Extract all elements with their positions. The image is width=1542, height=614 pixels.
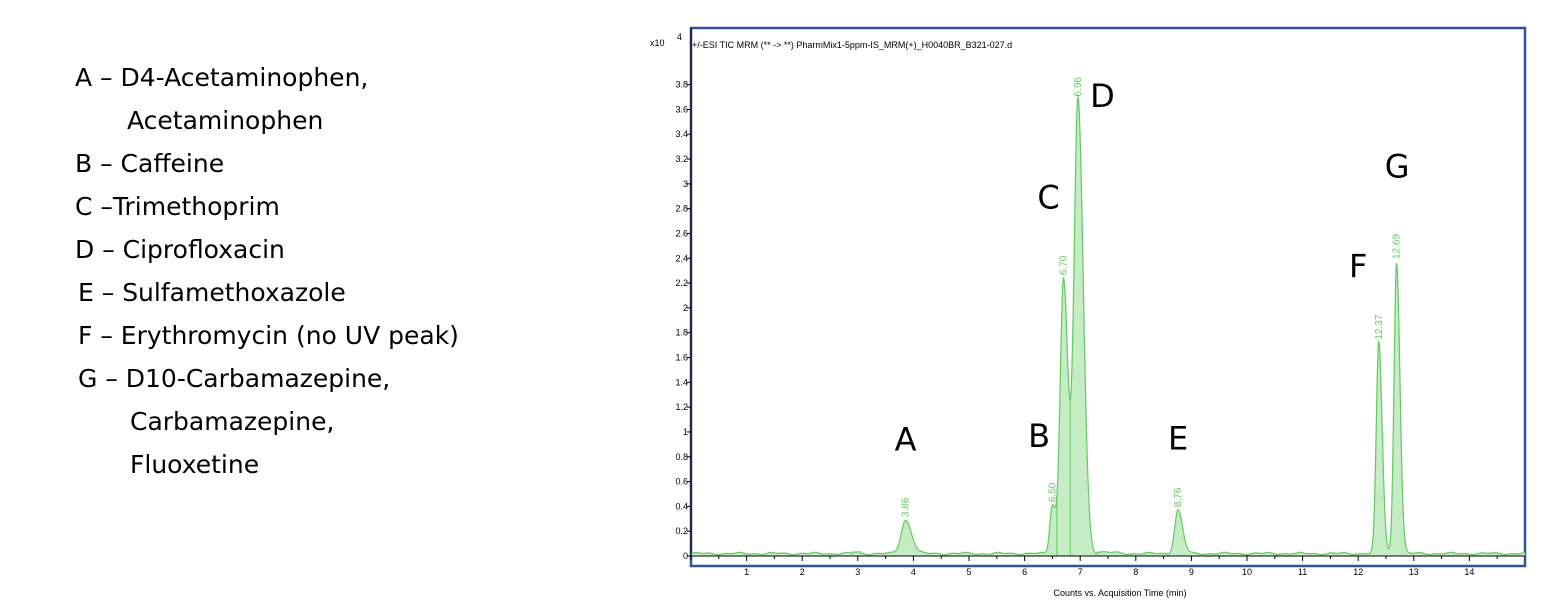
legend-item: F – Erythromycin (no UV peak): [78, 321, 459, 350]
peak-letter-e: E: [1168, 419, 1188, 457]
y-multiplier: x10: [650, 38, 665, 48]
y-tick-label: 1.8: [675, 328, 688, 338]
y-tick-label: 3.6: [675, 104, 688, 114]
y-tick-label: 2.4: [675, 253, 688, 263]
x-tick-label: 12: [1353, 567, 1363, 577]
y-tick-label: 2.6: [675, 228, 688, 238]
legend-item: G – D10-Carbamazepine,: [78, 364, 391, 393]
peak-letter-d: D: [1090, 77, 1115, 115]
y-tick-label: 2: [683, 303, 688, 313]
peak-rt-label: 12.69: [1392, 234, 1403, 259]
x-tick-label: 1: [744, 567, 749, 577]
legend-item: E – Sulfamethoxazole: [78, 278, 346, 307]
x-tick-label: 2: [800, 567, 805, 577]
legend-item: Carbamazepine,: [130, 407, 335, 436]
peak-letter-f: F: [1349, 247, 1367, 285]
y-tick-label: 2.8: [675, 204, 688, 214]
x-tick-label: 13: [1409, 567, 1419, 577]
peak-rt-label: 6.96: [1073, 77, 1084, 97]
x-tick-label: 8: [1133, 567, 1138, 577]
y-tick-label: 3.4: [675, 129, 688, 139]
x-tick-label: 7: [1078, 567, 1083, 577]
x-tick-label: 11: [1298, 567, 1307, 577]
x-tick-label: 6: [1022, 567, 1027, 577]
legend-item: Fluoxetine: [130, 450, 260, 479]
x-tick-label: 14: [1464, 567, 1474, 577]
y-tick-label: 0: [683, 551, 688, 561]
peak-letter-c: C: [1037, 179, 1059, 217]
x-tick-label: 5: [966, 567, 971, 577]
peak-letter-g: G: [1385, 148, 1410, 186]
legend-item: B – Caffeine: [75, 149, 225, 178]
legend-item: Acetaminophen: [127, 106, 324, 135]
peak-rt-label: 3.86: [901, 497, 912, 517]
y-tick-label: 0.2: [675, 526, 688, 536]
y-tick-label: 0.6: [675, 477, 688, 487]
x-tick-label: 3: [855, 567, 860, 577]
y-tick-label: 3.8: [675, 80, 688, 90]
x-axis-label: Counts vs. Acquisition Time (min): [1053, 588, 1186, 598]
y-tick-label: 1.4: [675, 377, 688, 387]
x-tick-label: 10: [1242, 567, 1252, 577]
peak-rt-label: 6.50: [1047, 482, 1058, 502]
legend-item: D – Ciprofloxacin: [75, 235, 285, 264]
series-line: [690, 95, 1526, 556]
y-exponent: 4: [677, 32, 682, 42]
x-tick-label: 4: [911, 567, 916, 577]
y-tick-label: 1.6: [675, 353, 688, 363]
y-tick-label: 1.2: [675, 402, 688, 412]
peak-letter-b: B: [1028, 417, 1050, 455]
x-tick-label: 9: [1189, 567, 1194, 577]
y-tick-label: 0.4: [675, 501, 688, 511]
legend-item: A – D4-Acetaminophen,: [75, 63, 369, 92]
y-tick-label: 3.2: [675, 154, 688, 164]
y-tick-label: 2.2: [675, 278, 688, 288]
chart-title: +/-ESI TIC MRM (** -> **) PharmMix1-5ppm…: [692, 40, 1012, 50]
y-tick-label: 1: [683, 427, 688, 437]
y-tick-label: 3: [683, 179, 688, 189]
peak-rt-label: 12.37: [1374, 314, 1385, 339]
peak-rt-label: 8.76: [1173, 487, 1184, 507]
peak-rt-label: 6.70: [1059, 255, 1070, 275]
compound-legend: A – D4-Acetaminophen, Acetaminophen B – Ca…: [75, 56, 459, 486]
legend-item: C –Trimethoprim: [75, 192, 280, 221]
peak-letter-a: A: [895, 421, 917, 459]
y-tick-label: 0.8: [675, 452, 688, 462]
